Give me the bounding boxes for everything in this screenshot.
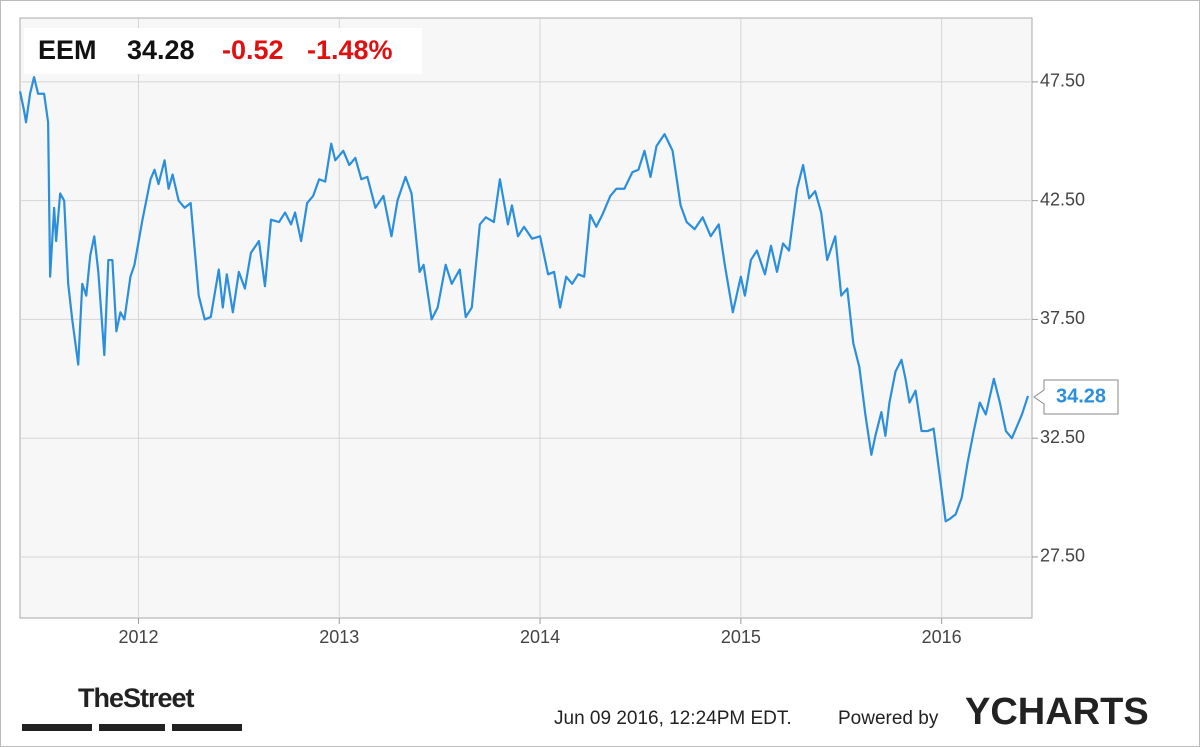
brand-bar: [22, 724, 92, 731]
y-tick-label: 47.50: [1040, 71, 1085, 91]
y-tick-label: 37.50: [1040, 308, 1085, 328]
last-value-callout: [1033, 379, 1119, 415]
symbol: EEM: [38, 35, 97, 65]
provider: YCHARTS: [965, 691, 1149, 733]
price: 34.28: [127, 35, 195, 65]
brand-bar: [172, 724, 242, 731]
brand-bar: [99, 724, 165, 731]
x-tick-label: 2016: [922, 627, 962, 647]
change: -0.52: [222, 35, 284, 65]
change-percent: -1.48%: [307, 35, 393, 65]
x-tick-label: 2012: [118, 627, 158, 647]
y-tick-label: 42.50: [1040, 189, 1085, 209]
last-value-label: 34.28: [1056, 385, 1106, 407]
header-box: [24, 28, 422, 74]
x-tick-label: 2013: [319, 627, 359, 647]
y-tick-label: 27.50: [1040, 546, 1085, 566]
plot-area: [19, 17, 1033, 619]
y-tick-label: 32.50: [1040, 427, 1085, 447]
price-line: [18, 76, 1030, 523]
x-tick-label: 2015: [721, 627, 761, 647]
x-tick-label: 2014: [520, 627, 560, 647]
brand: TheStreet: [78, 683, 195, 713]
timestamp: Jun 09 2016, 12:24PM EDT.: [554, 708, 792, 729]
powered-by: Powered by: [838, 708, 939, 729]
